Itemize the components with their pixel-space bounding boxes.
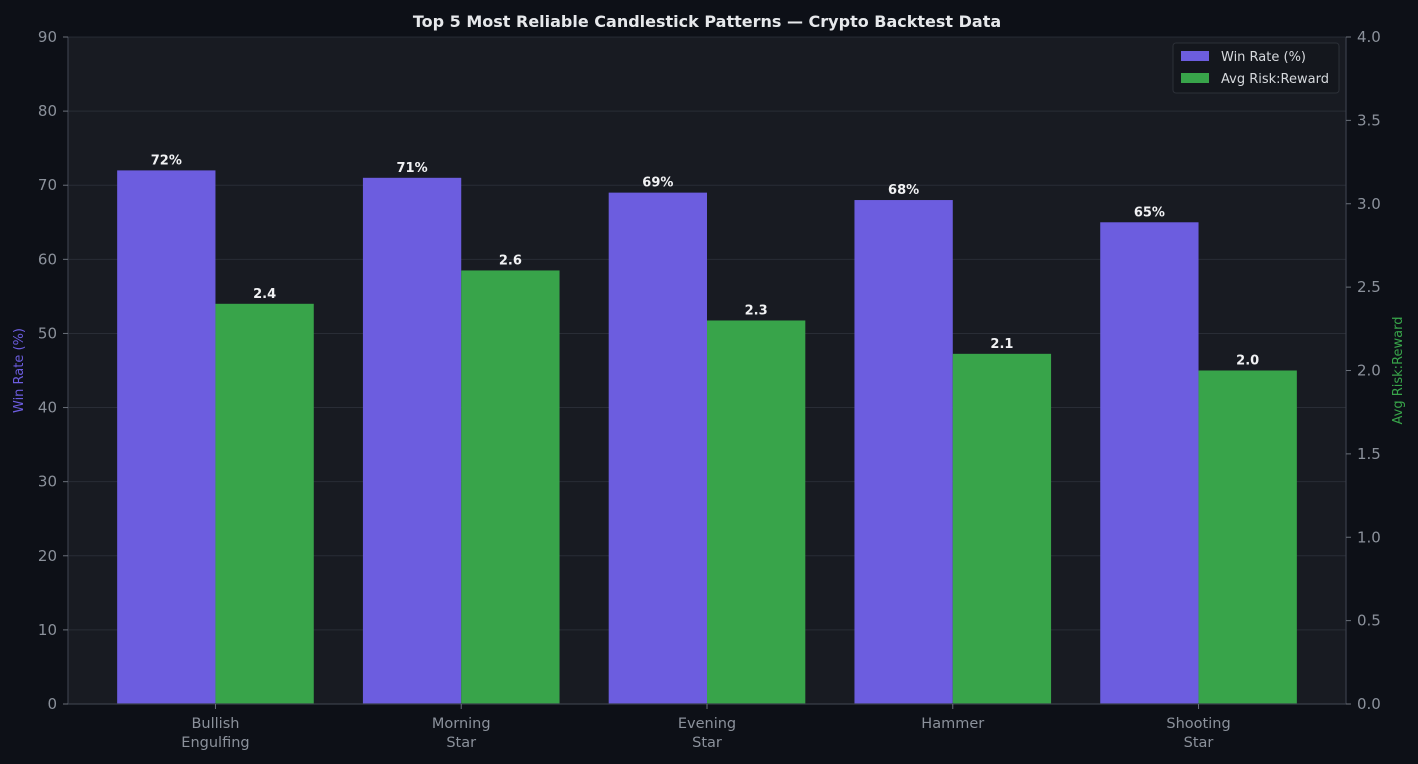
y-right-tick-label: 1.5: [1357, 445, 1381, 463]
y-right-tick-label: 0.5: [1357, 612, 1381, 630]
bar: [952, 353, 1052, 704]
data-label: 2.1: [990, 337, 1013, 352]
y-axis-right-label: Avg Risk:Reward: [1391, 317, 1406, 425]
bars: [117, 170, 1297, 705]
data-label: 2.0: [1236, 354, 1259, 369]
legend-label-win-rate: Win Rate (%): [1221, 50, 1306, 65]
bar: [608, 192, 707, 704]
legend: Win Rate (%) Avg Risk:Reward: [1172, 42, 1340, 94]
y-right-tick-label: 2.0: [1357, 362, 1381, 380]
data-label: 65%: [1134, 205, 1165, 220]
legend-label-risk-reward: Avg Risk:Reward: [1221, 72, 1329, 87]
bar: [707, 320, 806, 704]
data-label: 2.6: [499, 253, 522, 268]
y-left-tick-label: 60: [38, 250, 57, 268]
y-axis-left-label: Win Rate (%): [12, 328, 27, 413]
y-right-tick-label: 1.0: [1357, 528, 1381, 546]
data-label: 2.4: [253, 287, 276, 302]
y-left-tick-label: 90: [38, 28, 57, 46]
y-right-tick-label: 2.5: [1357, 278, 1381, 296]
y-left-tick-label: 70: [38, 176, 57, 194]
y-right-tick-label: 4.0: [1357, 28, 1381, 46]
bar: [215, 303, 314, 704]
x-tick-label: Morning Star: [432, 716, 491, 751]
data-label: 72%: [151, 153, 182, 168]
bar: [362, 177, 462, 705]
y-left-tick-label: 80: [38, 102, 57, 120]
data-label: 68%: [888, 183, 919, 198]
data-label: 2.3: [745, 303, 768, 318]
bar: [854, 200, 953, 705]
y-right-tick-label: 3.5: [1357, 111, 1381, 129]
legend-swatch-win-rate: [1181, 51, 1209, 61]
bar: [1198, 370, 1297, 704]
y-left-tick-label: 40: [38, 399, 57, 417]
x-tick-label: Shooting Star: [1166, 716, 1230, 751]
y-right-tick-label: 3.0: [1357, 195, 1381, 213]
bar: [461, 270, 560, 704]
y-left-tick-label: 20: [38, 547, 57, 565]
chart-title: Top 5 Most Reliable Candlestick Patterns…: [413, 12, 1001, 31]
y-left-tick-label: 50: [38, 324, 57, 342]
data-label: 69%: [642, 176, 673, 191]
legend-box: [1172, 42, 1340, 94]
x-tick-label: Bullish Engulfing: [181, 716, 249, 751]
x-tick-label: Evening Star: [678, 716, 736, 751]
y-right-tick-label: 0.0: [1357, 695, 1381, 713]
y-left-tick-label: 10: [38, 621, 57, 639]
x-tick-label: Hammer: [921, 716, 984, 732]
y-left-tick-label: 0: [47, 695, 57, 713]
axes: Bullish Engulfing Morning Star Evening Star Ha…: [38, 28, 1381, 751]
data-label: 71%: [397, 161, 428, 176]
bar: [1100, 222, 1199, 704]
y-left-tick-label: 30: [38, 473, 57, 491]
legend-swatch-risk-reward: [1181, 73, 1209, 83]
data-labels: 72% 2.4 71% 2.6 69% 2.3 68% 2.1 65% 2.0: [151, 153, 1259, 368]
bar: [117, 170, 216, 704]
